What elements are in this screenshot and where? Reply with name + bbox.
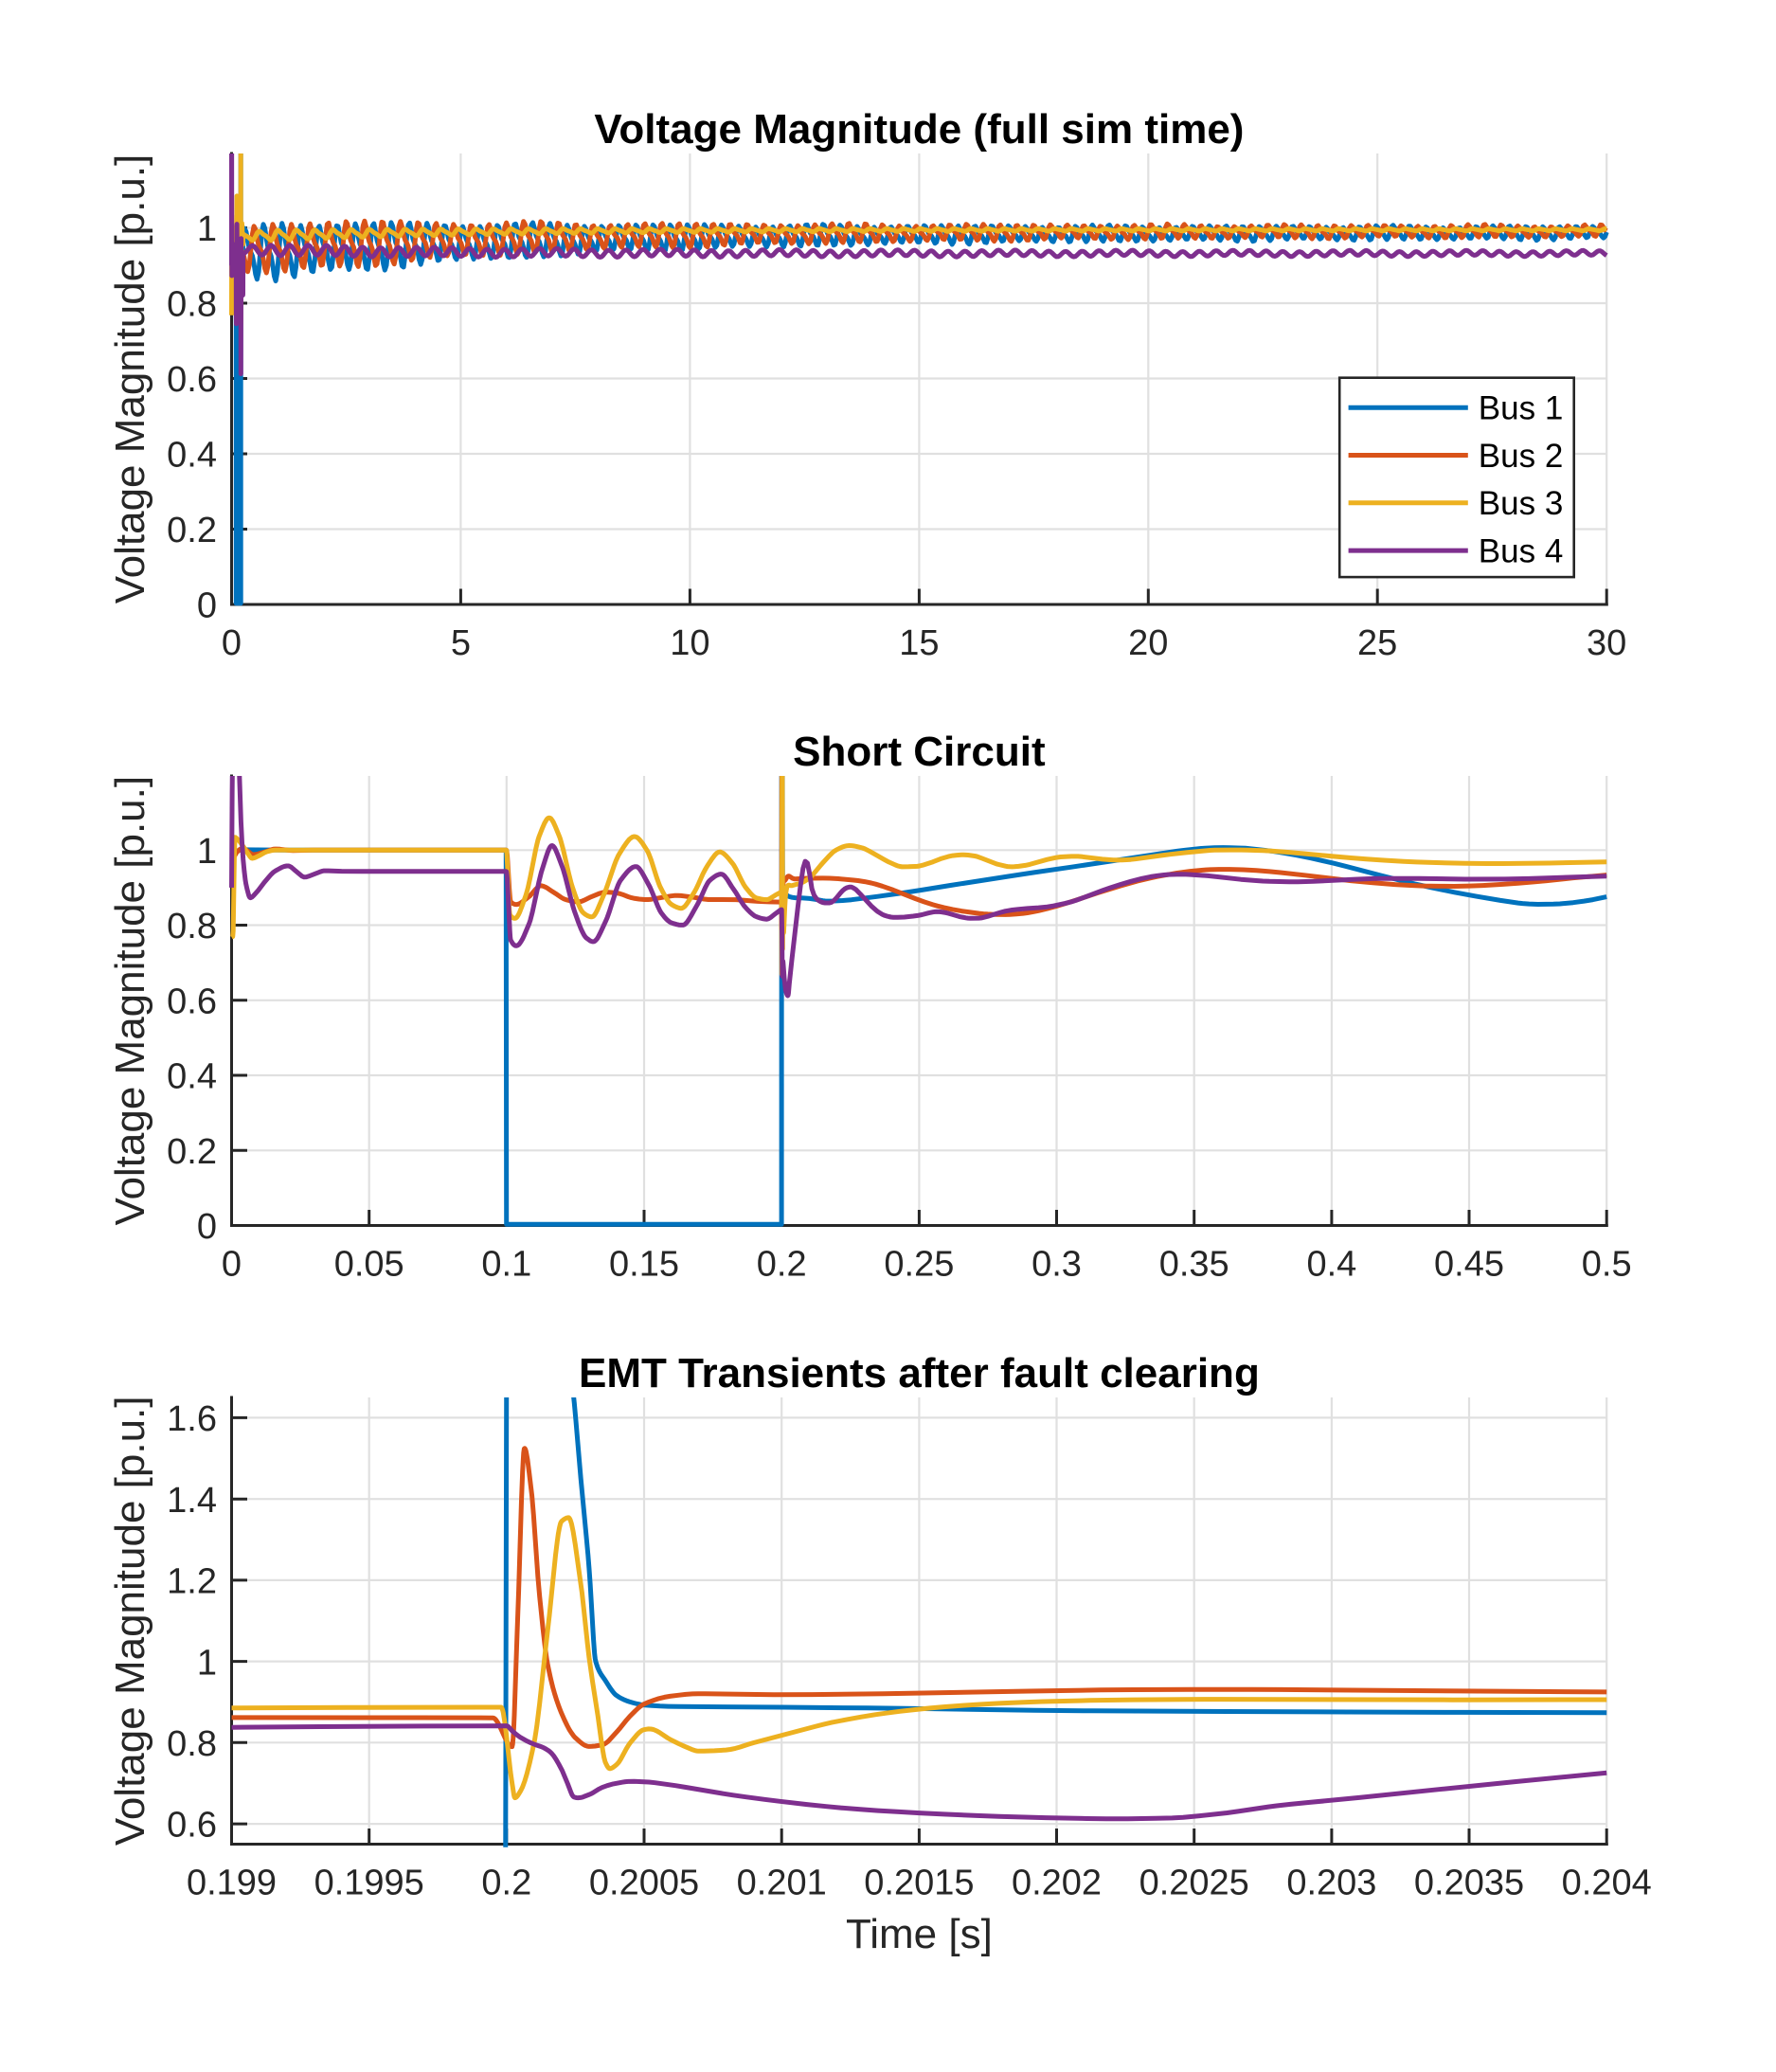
svg-text:0.35: 0.35 — [1159, 1244, 1229, 1284]
svg-text:25: 25 — [1357, 623, 1397, 663]
svg-text:0.1: 0.1 — [481, 1244, 531, 1284]
svg-text:Bus 2: Bus 2 — [1479, 438, 1564, 475]
svg-text:0.8: 0.8 — [167, 1724, 217, 1764]
svg-text:1: 1 — [197, 1643, 217, 1683]
svg-text:0.3: 0.3 — [1032, 1244, 1082, 1284]
svg-text:0.05: 0.05 — [334, 1244, 404, 1284]
svg-text:0.201: 0.201 — [737, 1863, 827, 1902]
svg-text:0.5: 0.5 — [1582, 1244, 1632, 1284]
svg-text:0.4: 0.4 — [1306, 1244, 1356, 1284]
svg-text:Short Circuit: Short Circuit — [793, 729, 1046, 775]
svg-text:0.2: 0.2 — [757, 1244, 807, 1284]
svg-text:20: 20 — [1128, 623, 1168, 663]
svg-text:0.2: 0.2 — [167, 1132, 217, 1172]
svg-text:1.2: 1.2 — [167, 1562, 217, 1602]
svg-text:Bus 3: Bus 3 — [1479, 485, 1564, 522]
svg-text:5: 5 — [451, 623, 471, 663]
svg-text:0.2: 0.2 — [167, 511, 217, 550]
svg-text:10: 10 — [670, 623, 709, 663]
svg-text:0.2025: 0.2025 — [1139, 1863, 1249, 1902]
svg-text:Voltage Magnitude [p.u.]: Voltage Magnitude [p.u.] — [107, 1396, 153, 1847]
svg-text:0.8: 0.8 — [167, 907, 217, 946]
svg-text:0.2015: 0.2015 — [864, 1863, 974, 1902]
svg-text:Voltage Magnitude [p.u.]: Voltage Magnitude [p.u.] — [107, 776, 153, 1226]
svg-text:0: 0 — [197, 1207, 217, 1247]
svg-text:0.25: 0.25 — [884, 1244, 954, 1284]
svg-text:Bus 4: Bus 4 — [1479, 533, 1564, 570]
svg-text:0.2005: 0.2005 — [589, 1863, 699, 1902]
svg-text:0.15: 0.15 — [609, 1244, 679, 1284]
svg-text:15: 15 — [899, 623, 939, 663]
svg-text:0.45: 0.45 — [1434, 1244, 1504, 1284]
svg-text:0.202: 0.202 — [1012, 1863, 1102, 1902]
svg-text:EMT Transients after fault cle: EMT Transients after fault clearing — [579, 1350, 1260, 1396]
svg-text:1: 1 — [197, 832, 217, 872]
svg-text:1.4: 1.4 — [167, 1481, 217, 1521]
svg-text:Bus 1: Bus 1 — [1479, 390, 1564, 427]
svg-text:0.8: 0.8 — [167, 285, 217, 325]
svg-text:0: 0 — [222, 1244, 242, 1284]
svg-text:Time [s]: Time [s] — [846, 1911, 993, 1957]
svg-text:0.6: 0.6 — [167, 982, 217, 1021]
svg-text:0.2: 0.2 — [481, 1863, 531, 1902]
svg-text:0.199: 0.199 — [187, 1863, 277, 1902]
svg-text:0.204: 0.204 — [1562, 1863, 1652, 1902]
svg-text:1.6: 1.6 — [167, 1399, 217, 1439]
svg-text:0.203: 0.203 — [1286, 1863, 1376, 1902]
svg-text:0.4: 0.4 — [167, 1057, 217, 1097]
svg-text:0: 0 — [197, 586, 217, 626]
svg-text:30: 30 — [1587, 623, 1626, 663]
svg-text:0.2035: 0.2035 — [1414, 1863, 1524, 1902]
svg-text:0: 0 — [222, 623, 242, 663]
svg-text:0.4: 0.4 — [167, 436, 217, 476]
svg-text:0.6: 0.6 — [167, 360, 217, 400]
svg-text:1: 1 — [197, 209, 217, 249]
svg-text:Voltage Magnitude [p.u.]: Voltage Magnitude [p.u.] — [107, 154, 153, 604]
svg-text:Voltage Magnitude (full sim ti: Voltage Magnitude (full sim time) — [594, 106, 1244, 153]
svg-text:0.6: 0.6 — [167, 1806, 217, 1846]
svg-text:0.1995: 0.1995 — [314, 1863, 424, 1902]
